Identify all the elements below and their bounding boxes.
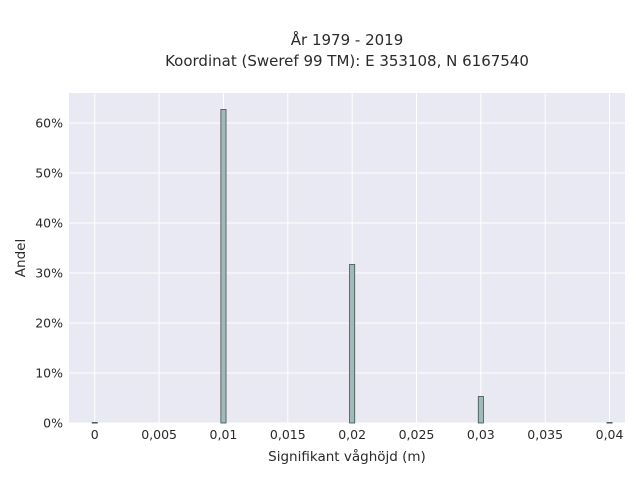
bars	[91, 109, 613, 424]
y-tick-label: 40%	[35, 216, 63, 231]
x-tick-label: 0,01	[210, 427, 238, 442]
x-tick-label: 0,03	[467, 427, 495, 442]
y-tick-label: 20%	[35, 316, 63, 331]
x-tick-label: 0,005	[141, 427, 177, 442]
x-tick-labels: 0 0,005 0,01 0,015 0,02 0,025 0,03 0,035 0,04	[91, 427, 624, 442]
histogram-bar	[477, 396, 484, 424]
histogram-bar	[349, 264, 356, 424]
x-tick-label: 0,02	[338, 427, 366, 442]
plot-area	[69, 93, 625, 423]
x-tick-label: 0,035	[527, 427, 563, 442]
histogram-bar	[91, 422, 98, 424]
y-tick-labels: 0% 10% 20% 30% 40% 50% 60%	[35, 116, 63, 431]
y-tick-label: 50%	[35, 166, 63, 181]
histogram-bar	[606, 422, 613, 424]
x-tick-label: 0,04	[596, 427, 624, 442]
y-tick-label: 0%	[43, 416, 63, 431]
histogram-bar	[220, 109, 227, 424]
x-axis-label: Signifikant våghöjd (m)	[268, 448, 426, 465]
y-tick-label: 30%	[35, 266, 63, 281]
x-tick-label: 0	[91, 427, 99, 442]
chart-title: År 1979 - 2019	[291, 30, 404, 49]
x-tick-label: 0,015	[270, 427, 306, 442]
y-tick-label: 60%	[35, 116, 63, 131]
x-tick-label: 0,025	[399, 427, 435, 442]
chart-subtitle: Koordinat (Sweref 99 TM): E 353108, N 61…	[165, 52, 529, 70]
y-tick-label: 10%	[35, 366, 63, 381]
y-axis-label: Andel	[13, 239, 29, 277]
